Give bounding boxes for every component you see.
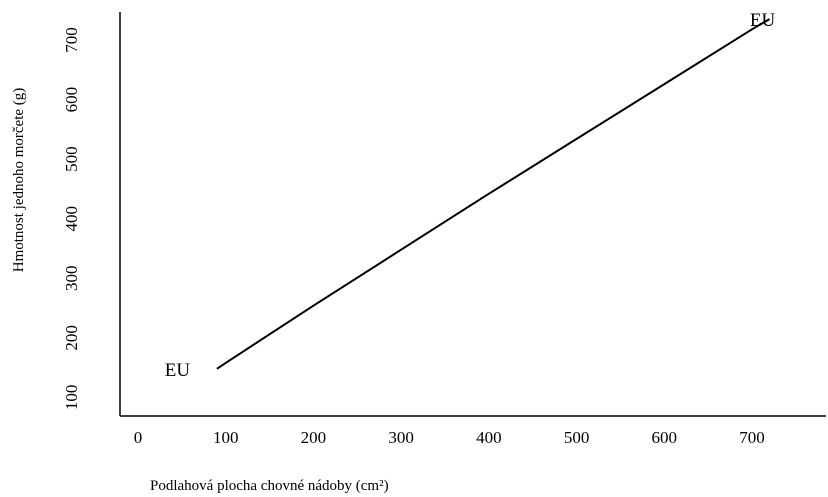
x-tick-label: 0 xyxy=(134,428,143,447)
x-tick-label: 400 xyxy=(476,428,502,447)
x-tick-label: 700 xyxy=(739,428,765,447)
x-tick-label: 300 xyxy=(388,428,414,447)
x-tick-label: 500 xyxy=(564,428,590,447)
y-tick-label: 700 xyxy=(62,27,81,53)
x-tick-label: 100 xyxy=(213,428,239,447)
y-tick-label: 500 xyxy=(62,146,81,172)
y-tick-label: 100 xyxy=(62,385,81,411)
y-axis: 100 200 300 400 500 600 700 xyxy=(62,12,121,416)
series-line xyxy=(216,18,771,370)
annotation-eu: EU xyxy=(750,10,776,31)
x-axis: 0 100 200 300 400 500 600 700 xyxy=(120,415,826,447)
y-axis-title: Hmotnost jednoho morčete (g) xyxy=(11,88,27,273)
y-tick-label: 400 xyxy=(62,206,81,232)
x-axis-title: Podlahová plocha chovné nádoby (cm²) xyxy=(150,478,389,494)
annotation-eu: EU xyxy=(165,360,191,381)
annotations: EU EU xyxy=(165,10,776,381)
series-group xyxy=(216,18,771,370)
y-tick-label: 600 xyxy=(62,87,81,113)
y-tick-label: 200 xyxy=(62,325,81,351)
y-tick-label: 300 xyxy=(62,266,81,292)
y-tick-labels: 100 200 300 400 500 600 700 xyxy=(62,27,81,410)
x-tick-label: 600 xyxy=(652,428,678,447)
x-tick-label: 200 xyxy=(301,428,327,447)
x-tick-labels: 0 100 200 300 400 500 600 700 xyxy=(134,428,765,447)
